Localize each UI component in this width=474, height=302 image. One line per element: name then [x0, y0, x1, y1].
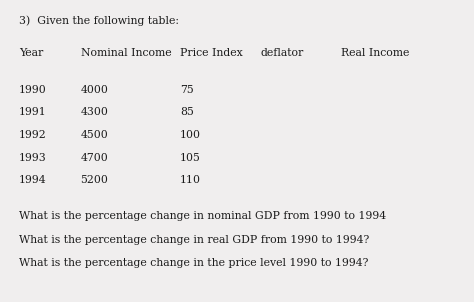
Text: 105: 105 — [180, 153, 201, 162]
Text: 1991: 1991 — [19, 107, 47, 117]
Text: What is the percentage change in the price level 1990 to 1994?: What is the percentage change in the pri… — [19, 258, 368, 268]
Text: Real Income: Real Income — [341, 48, 410, 58]
Text: 4500: 4500 — [81, 130, 109, 140]
Text: Year: Year — [19, 48, 43, 58]
Text: 110: 110 — [180, 175, 201, 185]
Text: What is the percentage change in real GDP from 1990 to 1994?: What is the percentage change in real GD… — [19, 235, 369, 245]
Text: 4000: 4000 — [81, 85, 109, 95]
Text: Nominal Income: Nominal Income — [81, 48, 171, 58]
Text: 75: 75 — [180, 85, 194, 95]
Text: 4700: 4700 — [81, 153, 109, 162]
Text: 1993: 1993 — [19, 153, 47, 162]
Text: 1994: 1994 — [19, 175, 46, 185]
Text: deflator: deflator — [261, 48, 304, 58]
Text: 100: 100 — [180, 130, 201, 140]
Text: 1992: 1992 — [19, 130, 47, 140]
Text: 85: 85 — [180, 107, 194, 117]
Text: 1990: 1990 — [19, 85, 47, 95]
Text: Price Index: Price Index — [180, 48, 243, 58]
Text: 5200: 5200 — [81, 175, 109, 185]
Text: 4300: 4300 — [81, 107, 109, 117]
Text: 3)  Given the following table:: 3) Given the following table: — [19, 15, 179, 26]
Text: What is the percentage change in nominal GDP from 1990 to 1994: What is the percentage change in nominal… — [19, 211, 386, 221]
